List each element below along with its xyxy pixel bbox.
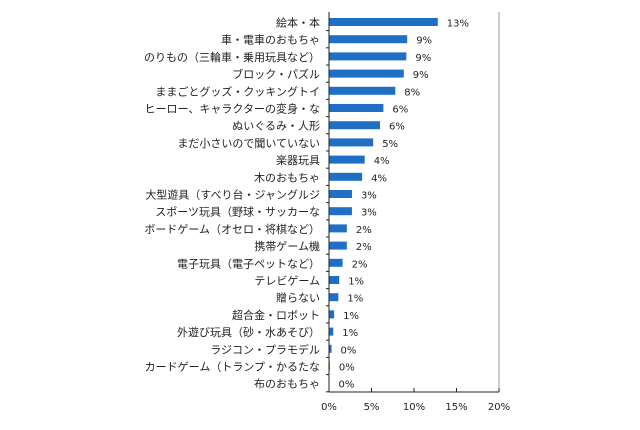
category-label: ラジコン・プラモデル [210, 342, 320, 356]
category-label: のりもの（三輪車・乗用玩具など） [144, 50, 320, 64]
x-tick-label: 15% [445, 402, 467, 413]
data-label: 5% [382, 139, 398, 150]
bar [329, 276, 340, 284]
category-label: ぬいぐるみ・人形 [232, 120, 320, 133]
data-label: 1% [347, 294, 363, 305]
category-label: スポーツ玩具（野球・サッカーな [155, 205, 320, 219]
category-label: 絵本・本 [276, 16, 320, 30]
data-label: 2% [356, 225, 372, 236]
bar [329, 86, 396, 95]
data-label: 6% [389, 122, 405, 133]
data-label: 2% [356, 242, 372, 253]
category-label: 車・電車のおもちゃ [221, 33, 320, 47]
data-label: 4% [371, 173, 387, 184]
data-label: 8% [404, 87, 420, 98]
category-label: ままごとグッズ・クッキングトイ [155, 84, 320, 98]
bar [329, 69, 404, 78]
bar [329, 293, 339, 302]
category-label: ヒーロー、キャラクターの変身・な [145, 102, 320, 116]
category-label: 超合金・ロボット [232, 308, 320, 322]
data-label: 1% [342, 328, 358, 339]
data-label: 13% [447, 19, 469, 30]
category-label: テレビゲーム [254, 275, 320, 288]
data-label: 4% [374, 156, 390, 167]
data-label: 0% [339, 380, 355, 391]
category-label: 贈らない [276, 291, 320, 305]
x-tick-label: 20% [488, 402, 510, 413]
bar [329, 207, 352, 216]
category-label: 外遊び玩具（砂・水あそび） [177, 325, 320, 339]
x-tick-label: 5% [364, 402, 380, 413]
category-label: 木のおもちゃ [254, 171, 320, 184]
data-label: 9% [413, 70, 429, 81]
category-label: 楽器玩具 [276, 154, 320, 167]
bar [329, 155, 365, 164]
bar [329, 52, 407, 61]
bar [329, 121, 380, 130]
data-label: 0% [339, 363, 355, 374]
bar [329, 258, 343, 267]
category-label: 携帯ゲーム機 [254, 239, 320, 253]
data-label: 0% [341, 345, 357, 356]
category-label: ブロック・パズル [232, 67, 320, 81]
data-label: 9% [416, 36, 432, 47]
category-label: 大型遊具（すべり台・ジャングルジ [145, 188, 320, 202]
data-label: 2% [352, 259, 368, 270]
bar [329, 138, 374, 147]
data-label: 1% [343, 311, 359, 322]
data-label: 6% [392, 105, 408, 116]
x-tick-label: 10% [403, 402, 425, 413]
category-label: まだ小さいので聞いていない [177, 137, 320, 150]
data-label: 1% [348, 277, 364, 288]
category-label: 布のおもちゃ [254, 378, 320, 391]
category-label: 電子玩具（電子ペットなど） [177, 257, 320, 270]
bar [329, 104, 384, 112]
bar [329, 190, 352, 198]
bar [329, 344, 332, 353]
bar [329, 310, 335, 319]
bar [329, 35, 408, 44]
bar [329, 224, 347, 233]
bar [329, 327, 334, 336]
data-label: 9% [415, 53, 431, 64]
bar [329, 18, 438, 26]
data-label: 3% [361, 191, 377, 202]
x-tick-label: 0% [321, 402, 337, 413]
bar [329, 241, 347, 250]
category-label: カードゲーム（トランプ・かるたな [145, 361, 320, 374]
category-label: ボードゲーム（オセロ・将棋など） [144, 222, 320, 236]
data-label: 3% [361, 208, 377, 219]
bar [329, 172, 363, 181]
